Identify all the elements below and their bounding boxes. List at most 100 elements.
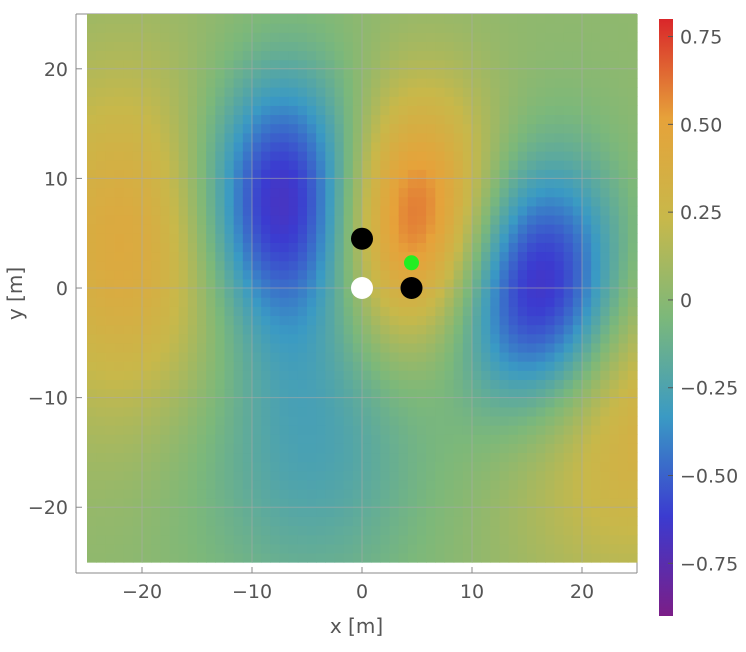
heatmap-cell [499, 32, 510, 42]
heatmap-cell [472, 507, 482, 517]
heatmap-cell [261, 351, 271, 362]
heatmap-cell [545, 333, 556, 344]
heatmap-cell [132, 470, 143, 481]
heatmap-cell [609, 516, 620, 527]
heatmap-cell [380, 361, 391, 371]
heatmap-cell [123, 470, 134, 481]
heatmap-cell [288, 488, 299, 499]
heatmap-cell [417, 205, 427, 216]
heatmap-cell [261, 315, 271, 326]
heatmap-cell [453, 388, 464, 399]
heatmap-cell [307, 342, 317, 353]
heatmap-cell [435, 59, 446, 70]
heatmap-cell [618, 59, 629, 70]
heatmap-cell [499, 525, 510, 536]
heatmap-cell [87, 178, 97, 189]
heatmap-cell [334, 470, 345, 481]
heatmap-cell [490, 443, 501, 454]
heatmap-cell [224, 196, 235, 207]
colorbar-tick-label: −0.75 [680, 553, 738, 575]
heatmap-cell [233, 50, 244, 61]
heatmap-cell [114, 123, 125, 134]
heatmap-cell [389, 434, 400, 444]
heatmap-cell [490, 41, 501, 52]
heatmap-cell [197, 351, 207, 362]
heatmap-cell [151, 552, 161, 563]
heatmap-cell [160, 151, 171, 161]
heatmap-cell [142, 114, 152, 125]
heatmap-cell [499, 342, 510, 353]
heatmap-cell [389, 169, 400, 180]
heatmap-cell [517, 342, 528, 353]
heatmap-cell [123, 297, 134, 307]
heatmap-cell [444, 397, 455, 408]
heatmap-cell [178, 260, 189, 271]
heatmap-cell [490, 434, 501, 444]
heatmap-cell [270, 123, 281, 134]
heatmap-cell [472, 288, 482, 298]
heatmap-cell [279, 68, 290, 79]
heatmap-cell [105, 32, 116, 42]
heatmap-cell [389, 242, 400, 253]
heatmap-cell [169, 23, 180, 33]
heatmap-cell [545, 169, 556, 180]
heatmap-cell [618, 205, 629, 216]
heatmap-cell [600, 507, 611, 517]
heatmap-cell [618, 525, 629, 536]
heatmap-cell [627, 105, 638, 116]
heatmap-cell [600, 169, 611, 180]
heatmap-cell [206, 77, 216, 88]
heatmap-cell [508, 96, 519, 106]
heatmap-cell [160, 406, 171, 417]
heatmap-cell [252, 14, 262, 24]
heatmap-cell [536, 77, 546, 88]
heatmap-cell [316, 23, 326, 33]
heatmap-cell [481, 379, 491, 390]
heatmap-cell [545, 224, 556, 234]
heatmap-cell [233, 306, 244, 317]
heatmap-cell [536, 434, 546, 444]
heatmap-cell [609, 507, 620, 517]
heatmap-cell [215, 59, 226, 70]
heatmap-cell [316, 214, 326, 225]
heatmap-cell [554, 488, 565, 499]
heatmap-cell [96, 160, 106, 170]
heatmap-cell [472, 68, 482, 79]
heatmap-cell [242, 87, 253, 97]
heatmap-cell [233, 333, 244, 344]
heatmap-cell [536, 260, 546, 271]
heatmap-cell [307, 452, 317, 463]
heatmap-cell [545, 242, 556, 253]
heatmap-cell [242, 59, 253, 70]
heatmap-cell [197, 324, 207, 335]
heatmap-cell [563, 397, 574, 408]
heatmap-cell [554, 269, 565, 280]
heatmap-cell [618, 87, 629, 97]
heatmap-cell [371, 269, 381, 280]
heatmap-cell [343, 187, 354, 198]
heatmap-cell [233, 178, 244, 189]
heatmap-cell [609, 251, 620, 262]
heatmap-cell [242, 123, 253, 134]
heatmap-cell [627, 77, 638, 88]
heatmap-cell [618, 151, 629, 161]
heatmap-cell [297, 114, 308, 125]
heatmap-cell [472, 443, 482, 454]
heatmap-cell [160, 397, 171, 408]
heatmap-cell [536, 32, 546, 42]
heatmap-cell [426, 169, 436, 180]
heatmap-cell [123, 123, 134, 134]
heatmap-cell [389, 351, 400, 362]
heatmap-cell [215, 306, 226, 317]
heatmap-cell [600, 552, 611, 563]
heatmap-cell [398, 397, 409, 408]
heatmap-cell [508, 333, 519, 344]
heatmap-cell [600, 41, 611, 52]
heatmap-cell [499, 77, 510, 88]
heatmap-cell [142, 434, 152, 444]
heatmap-cell [123, 288, 134, 298]
heatmap-cell [508, 306, 519, 317]
heatmap-cell [151, 187, 161, 198]
heatmap-cell [279, 397, 290, 408]
heatmap-cell [178, 105, 189, 116]
